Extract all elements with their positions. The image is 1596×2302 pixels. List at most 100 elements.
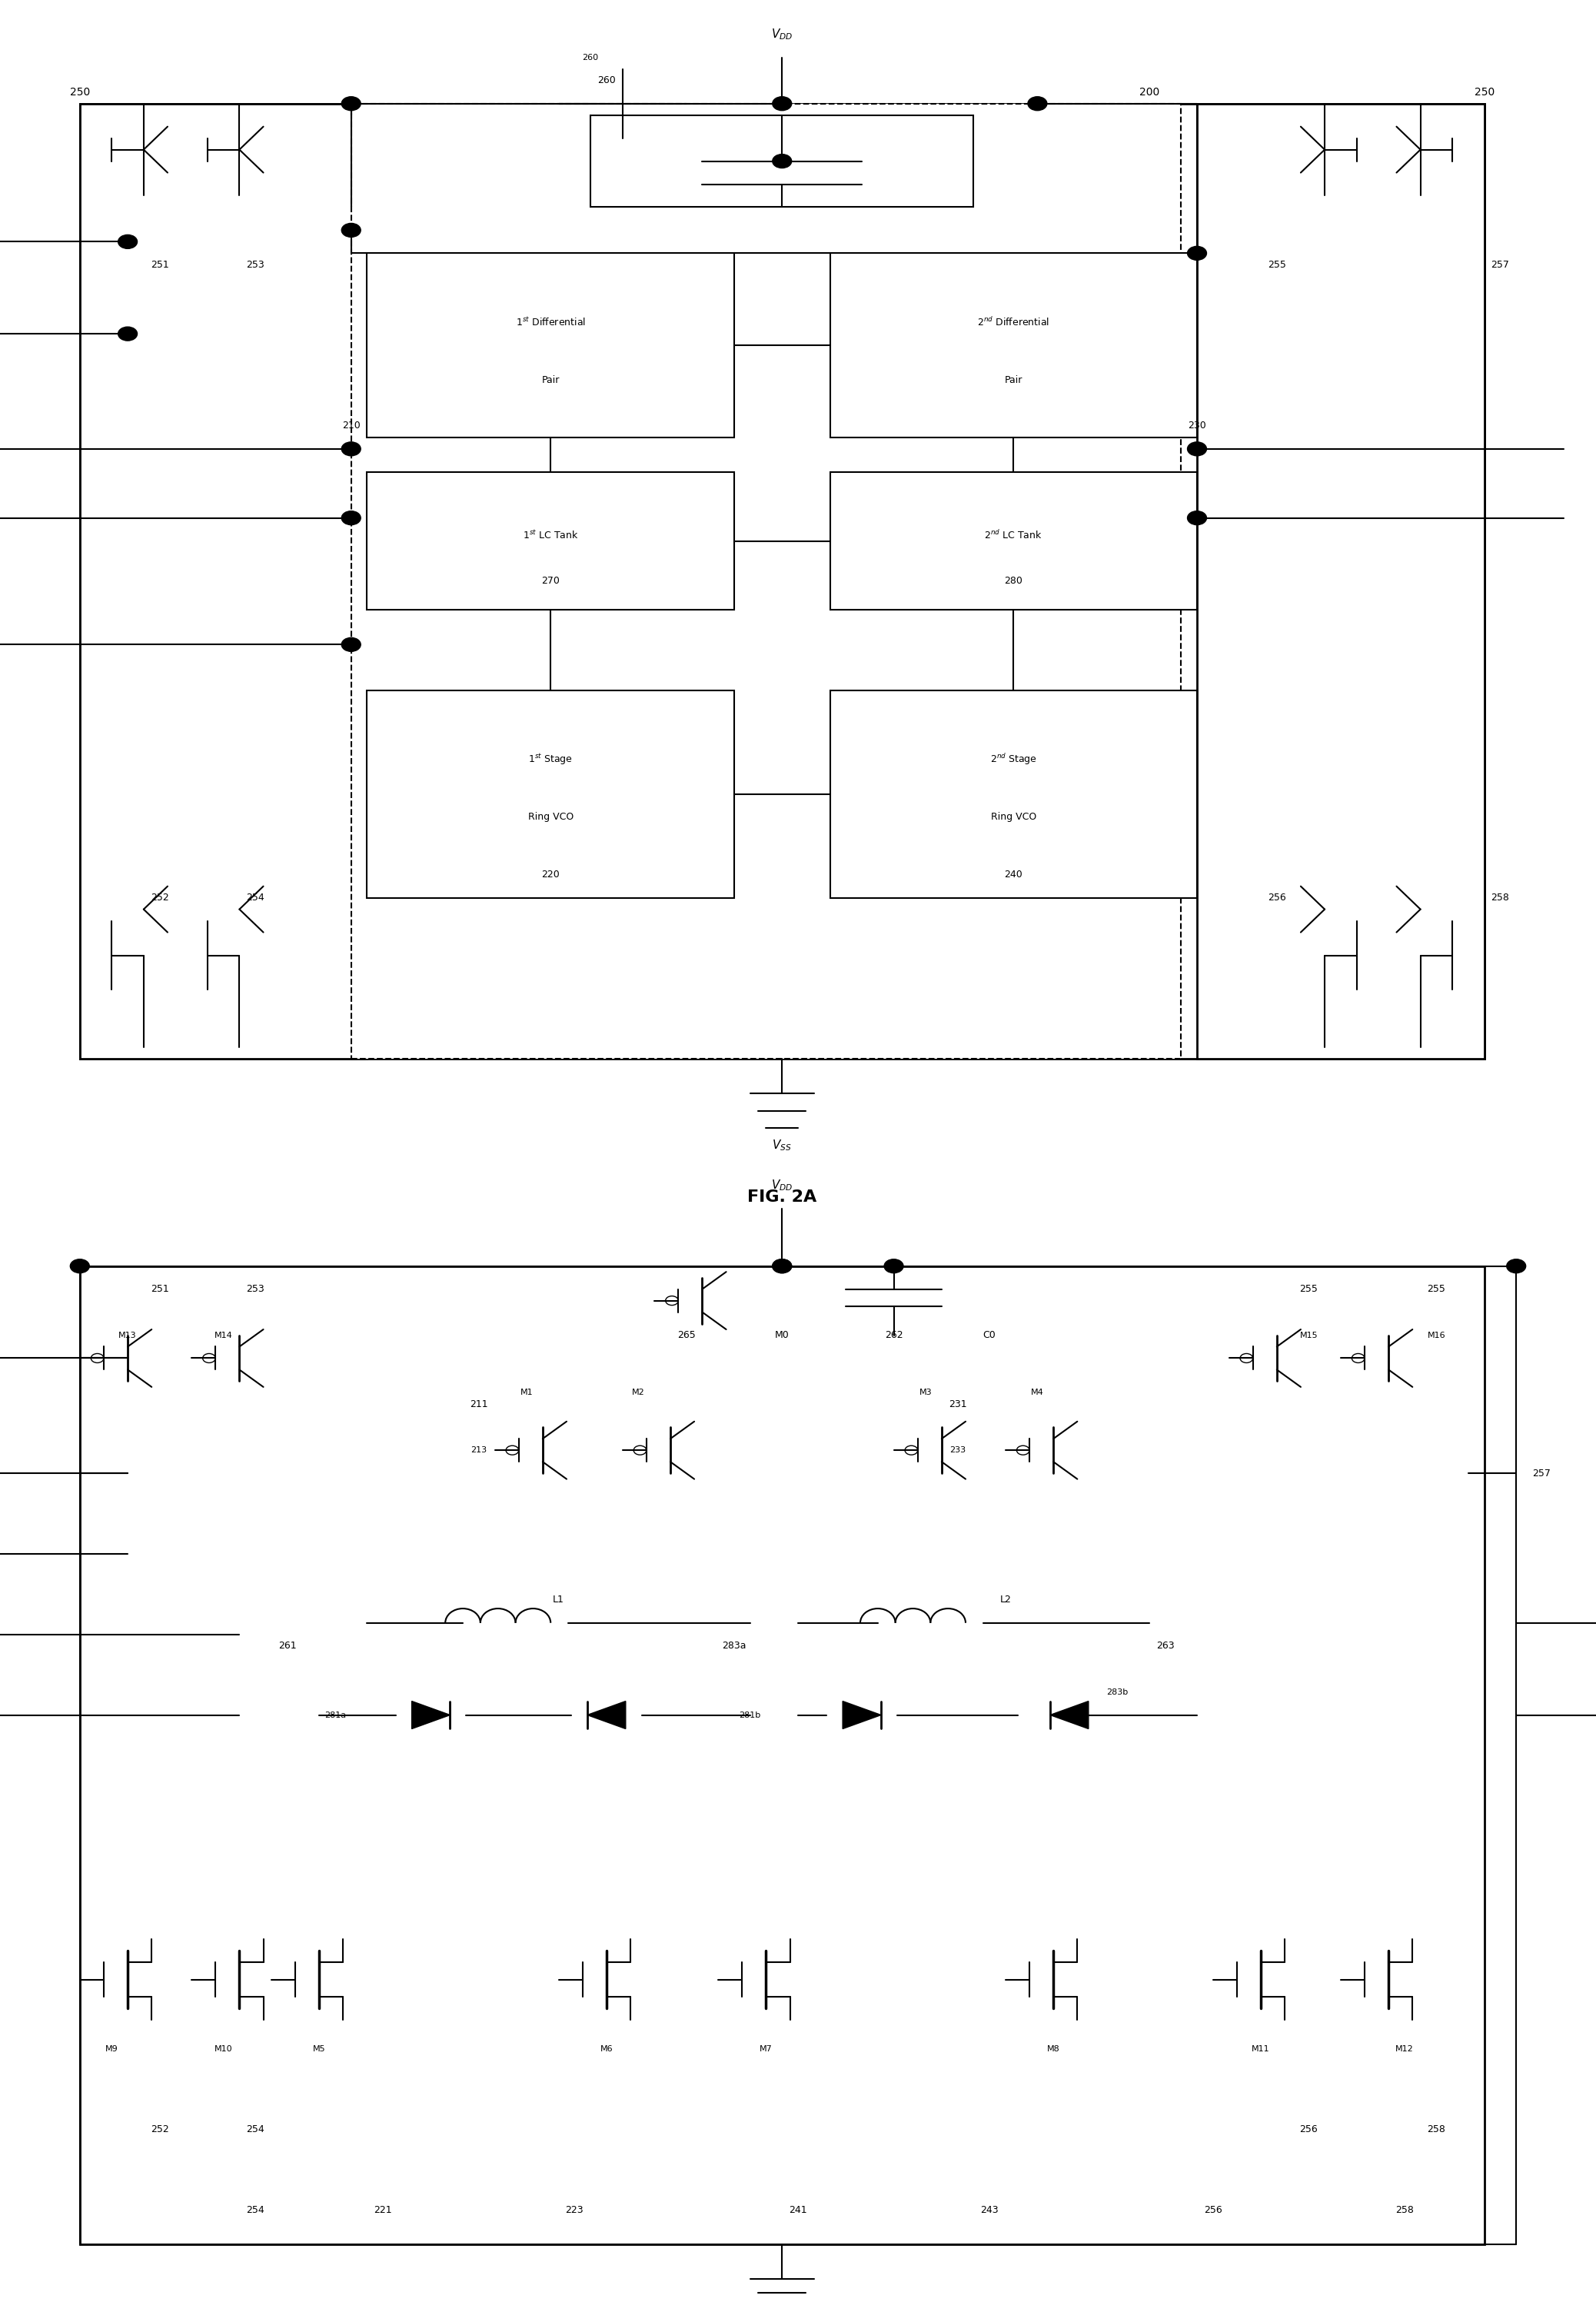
Text: 256: 256	[1267, 893, 1286, 902]
Text: M11: M11	[1251, 2044, 1270, 2053]
Text: 254: 254	[246, 2125, 265, 2134]
Text: 2$^{nd}$ Differential: 2$^{nd}$ Differential	[977, 315, 1050, 329]
Circle shape	[118, 327, 137, 341]
Text: 231: 231	[948, 1400, 967, 1409]
Text: 254: 254	[246, 2205, 265, 2215]
Text: 211: 211	[469, 1400, 488, 1409]
Text: M15: M15	[1299, 1331, 1318, 1340]
Text: M5: M5	[313, 2044, 326, 2053]
Circle shape	[342, 442, 361, 456]
Text: 251: 251	[150, 1285, 169, 1294]
Circle shape	[118, 235, 137, 249]
Text: M9: M9	[105, 2044, 118, 2053]
Bar	[351, 104, 1181, 1059]
Text: 258: 258	[1395, 2205, 1414, 2215]
Text: 221: 221	[373, 2205, 393, 2215]
Text: 241: 241	[788, 2205, 808, 2215]
Text: 260: 260	[597, 76, 616, 85]
Text: 252: 252	[150, 893, 169, 902]
Bar	[80, 1266, 1484, 2244]
Bar	[1197, 104, 1484, 1059]
Text: 240: 240	[1004, 870, 1023, 879]
Bar	[830, 253, 1197, 437]
Circle shape	[1507, 1259, 1526, 1273]
Text: 281a: 281a	[324, 1710, 346, 1720]
Bar	[830, 472, 1197, 610]
Text: 200: 200	[1140, 87, 1159, 97]
Text: 2$^{nd}$ LC Tank: 2$^{nd}$ LC Tank	[985, 529, 1042, 541]
Text: 253: 253	[246, 260, 265, 269]
Text: Pair: Pair	[1004, 375, 1023, 384]
Text: 233: 233	[950, 1446, 966, 1455]
Text: 253: 253	[246, 1285, 265, 1294]
Text: $V_{DD}$: $V_{DD}$	[771, 1179, 793, 1192]
Text: 263: 263	[1156, 1641, 1175, 1651]
Text: M13: M13	[118, 1331, 137, 1340]
Text: M7: M7	[760, 2044, 772, 2053]
Circle shape	[342, 511, 361, 525]
Text: 281b: 281b	[739, 1710, 761, 1720]
Polygon shape	[587, 1701, 626, 1729]
Text: 230: 230	[1187, 421, 1207, 430]
Text: 270: 270	[541, 576, 560, 587]
Text: M3: M3	[919, 1388, 932, 1397]
Text: 1$^{st}$ Stage: 1$^{st}$ Stage	[528, 753, 573, 767]
Text: 283b: 283b	[1106, 1687, 1128, 1697]
Text: FIG. 2A: FIG. 2A	[747, 1190, 817, 1204]
Text: D4: D4	[1063, 1710, 1076, 1720]
Circle shape	[1028, 97, 1047, 110]
Text: M0: M0	[774, 1331, 790, 1340]
Text: 255: 255	[1427, 1285, 1446, 1294]
Text: $V_{DD}$: $V_{DD}$	[771, 28, 793, 41]
Text: 223: 223	[565, 2205, 584, 2215]
Polygon shape	[412, 1701, 450, 1729]
Circle shape	[772, 1259, 792, 1273]
Text: 265: 265	[677, 1331, 696, 1340]
Text: $V_{SS}$: $V_{SS}$	[772, 1137, 792, 1153]
Text: Ring VCO: Ring VCO	[991, 813, 1036, 822]
Bar	[591, 115, 974, 207]
Text: M12: M12	[1395, 2044, 1414, 2053]
Text: 210: 210	[342, 421, 361, 430]
Polygon shape	[843, 1701, 881, 1729]
Text: 243: 243	[980, 2205, 999, 2215]
Text: 283a: 283a	[721, 1641, 747, 1651]
Text: L1: L1	[552, 1595, 565, 1604]
Circle shape	[342, 223, 361, 237]
Text: 252: 252	[150, 2125, 169, 2134]
Circle shape	[772, 154, 792, 168]
Text: 258: 258	[1491, 893, 1510, 902]
Text: 256: 256	[1203, 2205, 1223, 2215]
Text: M6: M6	[600, 2044, 613, 2053]
Text: D2: D2	[600, 1710, 613, 1720]
Text: 255: 255	[1299, 1285, 1318, 1294]
Text: M4: M4	[1031, 1388, 1044, 1397]
Text: M14: M14	[214, 1331, 233, 1340]
Text: M1: M1	[520, 1388, 533, 1397]
Bar	[367, 253, 734, 437]
Text: 250: 250	[70, 87, 89, 97]
Text: D1: D1	[425, 1710, 437, 1720]
Text: L2: L2	[999, 1595, 1012, 1604]
Text: 257: 257	[1532, 1469, 1551, 1478]
Text: 258: 258	[1427, 2125, 1446, 2134]
Circle shape	[772, 97, 792, 110]
Text: 1$^{st}$ LC Tank: 1$^{st}$ LC Tank	[523, 529, 578, 541]
Text: 220: 220	[541, 870, 560, 879]
Circle shape	[772, 1259, 792, 1273]
Text: 1$^{st}$ Differential: 1$^{st}$ Differential	[516, 315, 586, 329]
Bar	[367, 691, 734, 898]
Text: Ring VCO: Ring VCO	[528, 813, 573, 822]
Text: 254: 254	[246, 893, 265, 902]
Circle shape	[70, 1259, 89, 1273]
Text: Pair: Pair	[541, 375, 560, 384]
Text: 262: 262	[884, 1331, 903, 1340]
Bar	[367, 472, 734, 610]
Text: M10: M10	[214, 2044, 233, 2053]
Text: M8: M8	[1047, 2044, 1060, 2053]
Text: 2$^{nd}$ Stage: 2$^{nd}$ Stage	[990, 753, 1037, 767]
Text: 280: 280	[1004, 576, 1023, 587]
Bar	[830, 691, 1197, 898]
Text: 213: 213	[471, 1446, 487, 1455]
Circle shape	[342, 638, 361, 651]
